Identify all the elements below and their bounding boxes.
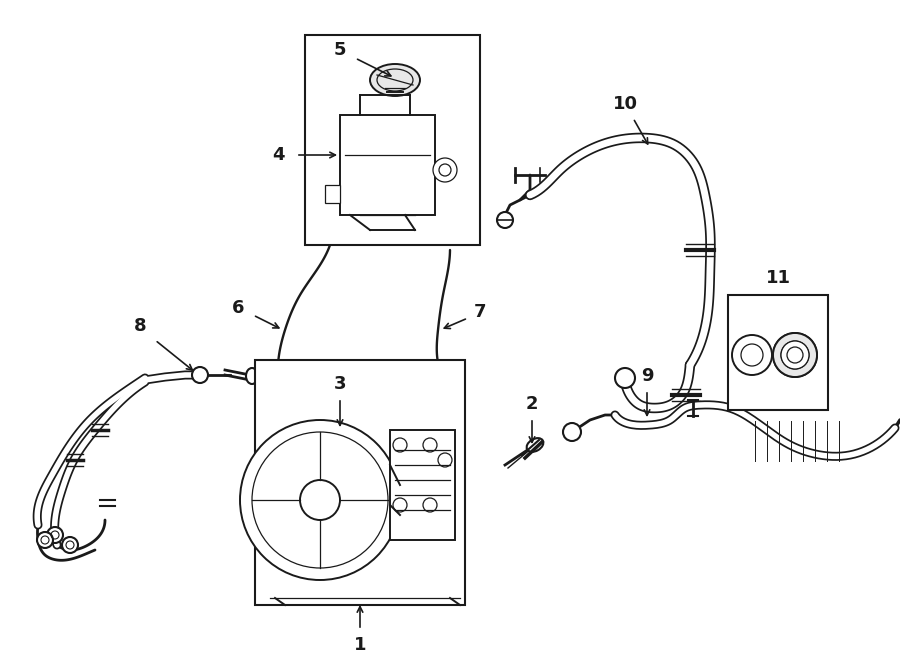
Text: 1: 1 xyxy=(354,636,366,654)
Circle shape xyxy=(47,527,63,543)
Bar xyxy=(340,115,435,215)
Bar xyxy=(325,185,340,203)
Text: 5: 5 xyxy=(334,41,346,59)
Bar xyxy=(390,430,455,540)
Ellipse shape xyxy=(526,438,544,452)
Bar xyxy=(305,35,480,245)
Ellipse shape xyxy=(370,64,420,96)
Bar xyxy=(728,295,828,410)
Text: 2: 2 xyxy=(526,395,538,413)
Text: 3: 3 xyxy=(334,375,346,393)
Bar xyxy=(255,360,465,605)
Circle shape xyxy=(563,423,581,441)
Circle shape xyxy=(240,420,400,580)
Text: 4: 4 xyxy=(272,146,284,164)
Circle shape xyxy=(615,368,635,388)
Circle shape xyxy=(773,333,817,377)
Text: 7: 7 xyxy=(473,303,486,321)
Circle shape xyxy=(300,480,340,520)
Circle shape xyxy=(497,212,513,228)
Text: 9: 9 xyxy=(641,367,653,385)
Text: 8: 8 xyxy=(134,317,147,335)
Text: 6: 6 xyxy=(232,299,244,317)
Circle shape xyxy=(37,532,53,548)
Circle shape xyxy=(192,367,208,383)
Circle shape xyxy=(433,158,457,182)
Circle shape xyxy=(732,335,772,375)
Text: 10: 10 xyxy=(613,95,637,113)
Circle shape xyxy=(781,341,809,369)
Text: 11: 11 xyxy=(766,269,790,287)
Ellipse shape xyxy=(246,368,258,384)
Circle shape xyxy=(773,333,817,377)
Circle shape xyxy=(62,537,78,553)
